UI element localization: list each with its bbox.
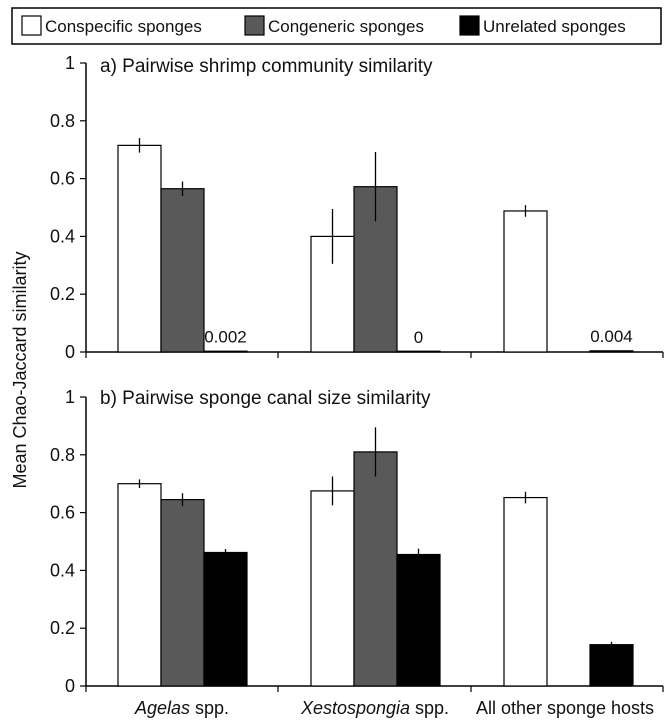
legend-swatch-congeneric <box>244 15 265 36</box>
y-tick-label-a: 0.6 <box>50 169 75 189</box>
bar-b-congeneric-1 <box>353 451 398 687</box>
bar-b-unrelated-0 <box>203 551 248 687</box>
y-tick-label-b: 1 <box>65 387 75 407</box>
bar-a-unrelated-0 <box>203 350 248 353</box>
legend-swatch-conspecific <box>21 15 42 36</box>
data-label-a-2: 0.004 <box>590 327 633 346</box>
y-tick-label-b: 0 <box>65 676 75 696</box>
panel-b-title: b) Pairwise sponge canal size similarity <box>100 388 431 409</box>
legend-label-unrelated: Unrelated sponges <box>483 17 626 36</box>
bar-b-unrelated-1 <box>396 553 441 687</box>
legend-swatch-unrelated <box>459 15 480 36</box>
y-tick-label-a: 0.8 <box>50 111 75 131</box>
bar-a-conspecific-0 <box>117 144 162 353</box>
data-label-a-0: 0.002 <box>204 327 247 346</box>
bar-b-congeneric-0 <box>160 498 205 687</box>
category-label-0: Agelas spp. <box>134 698 229 718</box>
legend: Conspecific sponges Congeneric sponges U… <box>11 7 662 45</box>
y-axis-label: Mean Chao-Jaccard similarity <box>10 251 30 488</box>
y-tick-label-a: 0.2 <box>50 284 75 304</box>
bar-a-congeneric-0 <box>160 188 205 353</box>
data-label-a-1: 0 <box>414 328 423 347</box>
category-label-2: All other sponge hosts <box>476 698 654 718</box>
y-tick-label-b: 0.8 <box>50 445 75 465</box>
bar-b-conspecific-1 <box>310 490 355 687</box>
legend-frame <box>11 7 662 45</box>
bar-a-conspecific-2 <box>503 210 548 353</box>
bar-a-unrelated-2 <box>589 350 634 353</box>
y-tick-label-a: 0 <box>65 342 75 362</box>
y-tick-label-b: 0.2 <box>50 618 75 638</box>
y-tick-label-b: 0.4 <box>50 560 75 580</box>
category-labels: Agelas spp. Xestospongia spp. All other sp… <box>134 698 654 718</box>
bar-b-conspecific-0 <box>117 483 162 687</box>
y-tick-label-b: 0.6 <box>50 503 75 523</box>
y-tick-label-a: 0.4 <box>50 226 75 246</box>
bar-a-congeneric-1 <box>353 186 398 353</box>
legend-label-congeneric: Congeneric sponges <box>268 17 424 36</box>
panel-a-title: a) Pairwise shrimp community similarity <box>100 56 433 77</box>
panel-a: 0 0.2 0.4 0.6 0.8 1 0.002 0 0.004 <box>50 53 664 362</box>
y-tick-label-a: 1 <box>65 53 75 73</box>
bar-a-conspecific-1 <box>310 235 355 353</box>
bar-a-unrelated-1 <box>396 350 441 353</box>
bar-b-conspecific-2 <box>503 496 548 687</box>
legend-label-conspecific: Conspecific sponges <box>45 17 202 36</box>
panel-b: 0 0.2 0.4 0.6 0.8 1 <box>50 387 664 696</box>
bar-b-unrelated-2 <box>589 644 634 687</box>
category-label-1: Xestospongia spp. <box>300 698 449 718</box>
